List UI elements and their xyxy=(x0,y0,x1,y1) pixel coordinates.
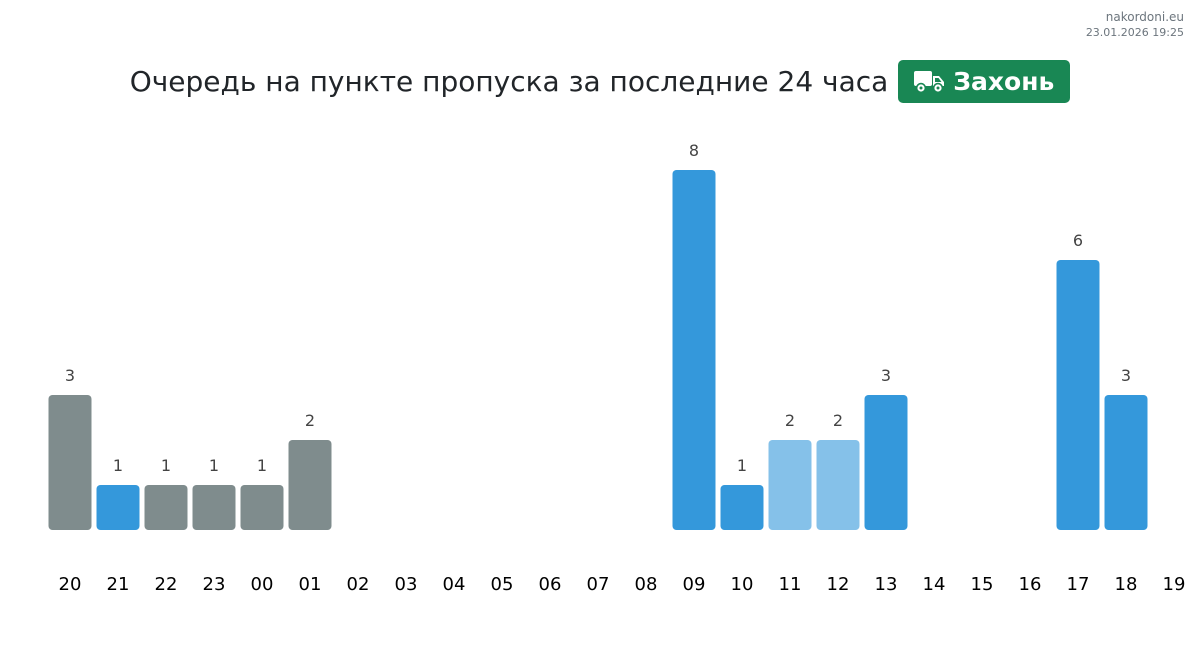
bar-value-label: 2 xyxy=(833,411,843,430)
x-tick-label: 03 xyxy=(395,574,418,595)
x-tick-label: 10 xyxy=(731,574,754,595)
bar-value-label: 3 xyxy=(65,366,75,385)
bar-22[interactable] xyxy=(144,485,188,530)
x-tick-label: 23 xyxy=(203,574,226,595)
bar-17[interactable] xyxy=(1056,260,1100,530)
bar-value-label: 1 xyxy=(257,456,267,475)
chart-title: Очередь на пункте пропуска за последние … xyxy=(129,64,889,98)
bar-value-label: 2 xyxy=(785,411,795,430)
bar-11[interactable] xyxy=(768,440,812,530)
x-tick-label: 00 xyxy=(251,574,274,595)
truck-icon xyxy=(914,71,945,94)
bar-18[interactable] xyxy=(1104,395,1148,530)
bar-21[interactable] xyxy=(96,485,140,530)
bar-value-label: 1 xyxy=(113,456,123,475)
x-tick-label: 01 xyxy=(299,574,322,595)
x-tick-label: 05 xyxy=(491,574,514,595)
x-tick-label: 13 xyxy=(875,574,898,595)
bar-value-label: 1 xyxy=(209,456,219,475)
bar-13[interactable] xyxy=(864,395,908,530)
x-tick-label: 06 xyxy=(539,574,562,595)
bar-value-label: 2 xyxy=(305,411,315,430)
crossing-badge: Захонь xyxy=(898,59,1071,103)
x-tick-label: 17 xyxy=(1067,574,1090,595)
bar-10[interactable] xyxy=(720,485,764,530)
x-tick-label: 04 xyxy=(443,574,466,595)
x-tick-label: 07 xyxy=(587,574,610,595)
watermark: nakordoni.eu 23.01.2026 19:25 xyxy=(1086,9,1184,40)
chart-header: Очередь на пункте пропуска за последние … xyxy=(0,58,1200,104)
x-tick-label: 14 xyxy=(923,574,946,595)
bar-20[interactable] xyxy=(48,395,92,530)
x-tick-label: 09 xyxy=(683,574,706,595)
bar-12[interactable] xyxy=(816,440,860,530)
bar-value-label: 3 xyxy=(1121,366,1131,385)
x-tick-label: 18 xyxy=(1115,574,1138,595)
crossing-badge-label: Захонь xyxy=(953,66,1055,96)
bar-value-label: 8 xyxy=(689,141,699,160)
bar-09[interactable] xyxy=(672,170,716,530)
bar-value-label: 1 xyxy=(161,456,171,475)
x-tick-label: 16 xyxy=(1019,574,1042,595)
bar-01[interactable] xyxy=(288,440,332,530)
x-tick-label: 08 xyxy=(635,574,658,595)
bar-23[interactable] xyxy=(192,485,236,530)
x-tick-label: 15 xyxy=(971,574,994,595)
x-tick-label: 20 xyxy=(59,574,82,595)
bar-value-label: 1 xyxy=(737,456,747,475)
bar-value-label: 6 xyxy=(1073,231,1083,250)
x-tick-label: 12 xyxy=(827,574,850,595)
x-tick-label: 19 xyxy=(1163,574,1186,595)
x-tick-label: 21 xyxy=(107,574,130,595)
watermark-timestamp: 23.01.2026 19:25 xyxy=(1085,26,1184,39)
x-tick-label: 02 xyxy=(347,574,370,595)
watermark-site: nakordoni.eu xyxy=(1105,10,1184,24)
x-tick-label: 11 xyxy=(779,574,802,595)
bar-value-label: 3 xyxy=(881,366,891,385)
x-tick-label: 22 xyxy=(155,574,178,595)
bar-00[interactable] xyxy=(240,485,284,530)
